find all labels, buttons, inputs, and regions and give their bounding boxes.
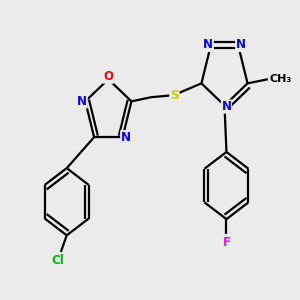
Text: N: N <box>121 131 131 144</box>
Text: N: N <box>77 95 87 108</box>
Text: N: N <box>221 100 232 113</box>
Text: N: N <box>236 38 246 52</box>
Text: F: F <box>223 236 230 249</box>
Text: N: N <box>203 38 213 52</box>
Text: Cl: Cl <box>52 254 64 267</box>
Text: O: O <box>103 70 113 83</box>
Text: CH₃: CH₃ <box>269 74 292 84</box>
Text: S: S <box>170 89 179 102</box>
